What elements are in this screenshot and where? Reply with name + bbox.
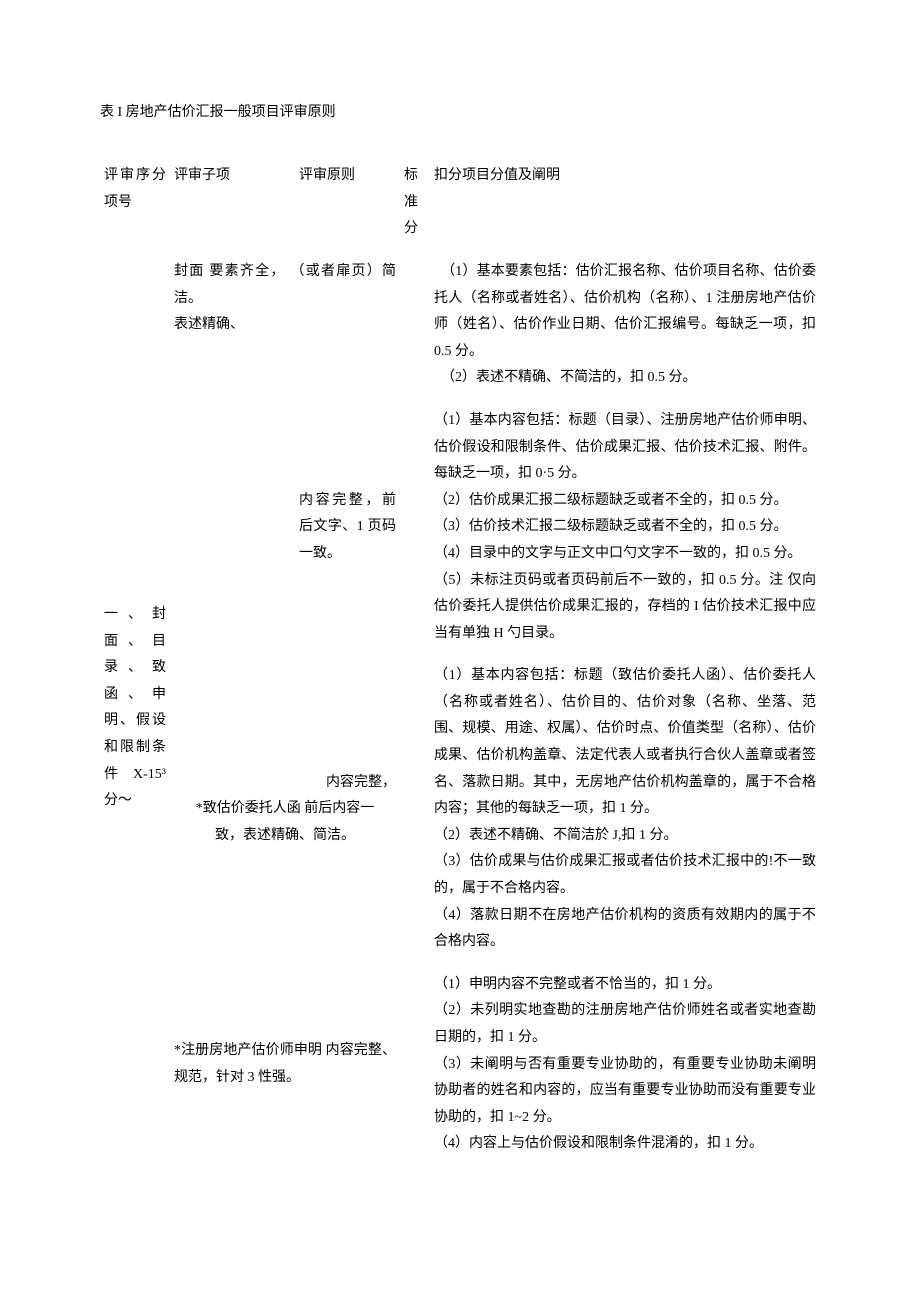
score-cell-inline: 3 [248, 1070, 255, 1085]
review-table: 评审序分项号 评审子项 评审原则 标准分 扣分项目分值及阐明 一、封面、目录、致… [100, 155, 820, 1166]
table-caption: 表 I 房地产估价汇报一般项目评审原则 [100, 100, 820, 125]
detail-cell: （1）基本要素包括：估价汇报名称、估价项目名称、估价委托人（名称或者姓名）、估价… [430, 251, 820, 400]
sub-item-cell [170, 400, 295, 655]
sub-item: 封面 [174, 264, 205, 279]
score-cell [400, 400, 430, 655]
principle-part: 致，表述精确、简洁。 [215, 828, 355, 843]
score-cell [400, 251, 430, 400]
sub-principle-cell: 内容完整， *致估价委托人函 前后内容一 致，表述精确、简洁。 [170, 655, 400, 964]
sub-principle-cell: 封面 要素齐全， （或者扉页）简洁。 表述精确、 [170, 251, 400, 400]
hdr-col5: 扣分项目分值及阐明 [430, 155, 820, 251]
principle-part: 前后内容一 [304, 801, 374, 816]
principle-part: 表述精确、 [174, 317, 244, 332]
principle-cell: 内容完整，前后文字、1 页码一致。 [295, 400, 400, 655]
hdr-col1: 评审序分项号 [100, 155, 170, 251]
detail-cell: （1）申明内容不完整或者不恰当的，扣 1 分。 （2）未列明实地查勘的注册房地产… [430, 964, 820, 1166]
principle-part: 规范，针对 [174, 1070, 244, 1085]
table-row: 内容完整，前后文字、1 页码一致。 （1）基本内容包括：标题（目录）、注册房地产… [100, 400, 820, 655]
principle-part: （或者扉页）简洁。 [174, 264, 396, 306]
table-row: 内容完整， *致估价委托人函 前后内容一 致，表述精确、简洁。 （1）基本内容包… [100, 655, 820, 964]
score-cell [400, 964, 430, 1166]
hdr-col4: 标准分 [400, 155, 430, 251]
table-row: *注册房地产估价师申明 内容完整、 规范，针对 3 性强。 （1）申明内容不完整… [100, 964, 820, 1166]
table-header-row: 评审序分项号 评审子项 评审原则 标准分 扣分项目分值及阐明 [100, 155, 820, 251]
principle-part: 内容完整， [326, 775, 396, 790]
detail-cell: （1）基本内容包括：标题（致估价委托人函）、估价委托人（名称或者姓名）、估价目的… [430, 655, 820, 964]
score-cell [400, 655, 430, 964]
principle-part: 内容完整、 [326, 1043, 396, 1058]
sub-principle-cell: *注册房地产估价师申明 内容完整、 规范，针对 3 性强。 [170, 964, 400, 1166]
hdr-col3: 评审原则 [295, 155, 400, 251]
category-cell: 一、封面、目录、致函、申明、假设和限制条件 X-15³ 分～ [100, 251, 170, 1166]
principle-part: 性强。 [258, 1070, 300, 1085]
sub-item: *致估价委托人函 [196, 801, 301, 816]
principle-part: 要素齐全， [209, 264, 285, 279]
hdr-col2: 评审子项 [170, 155, 295, 251]
detail-cell: （1）基本内容包括：标题（目录）、注册房地产估价师申明、估价假设和限制条件、估价… [430, 400, 820, 655]
table-row: 一、封面、目录、致函、申明、假设和限制条件 X-15³ 分～ 封面 要素齐全， … [100, 251, 820, 400]
sub-item: *注册房地产估价师申明 [174, 1043, 322, 1058]
